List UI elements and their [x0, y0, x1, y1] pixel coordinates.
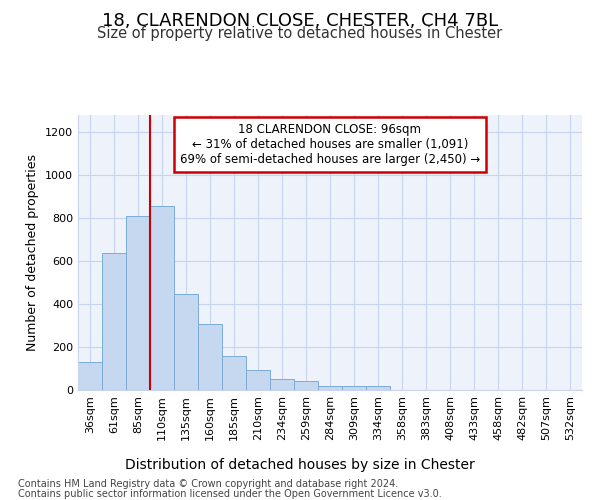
Text: Size of property relative to detached houses in Chester: Size of property relative to detached ho…	[97, 26, 503, 41]
Bar	[126, 216, 150, 390]
Bar	[150, 206, 174, 390]
Bar	[294, 382, 318, 390]
Bar	[366, 386, 390, 390]
Text: 18, CLARENDON CLOSE, CHESTER, CH4 7BL: 18, CLARENDON CLOSE, CHESTER, CH4 7BL	[102, 12, 498, 30]
Text: 18 CLARENDON CLOSE: 96sqm
← 31% of detached houses are smaller (1,091)
69% of se: 18 CLARENDON CLOSE: 96sqm ← 31% of detac…	[180, 123, 480, 166]
Bar	[222, 356, 246, 390]
Bar	[246, 370, 270, 390]
Bar	[318, 386, 342, 390]
Bar	[78, 362, 102, 390]
Y-axis label: Number of detached properties: Number of detached properties	[26, 154, 40, 351]
Text: Contains HM Land Registry data © Crown copyright and database right 2024.: Contains HM Land Registry data © Crown c…	[18, 479, 398, 489]
Bar	[174, 294, 198, 390]
Bar	[342, 386, 366, 390]
Text: Contains public sector information licensed under the Open Government Licence v3: Contains public sector information licen…	[18, 489, 442, 499]
Text: Distribution of detached houses by size in Chester: Distribution of detached houses by size …	[125, 458, 475, 471]
Bar	[270, 379, 294, 390]
Bar	[102, 252, 126, 390]
Bar	[198, 324, 222, 390]
